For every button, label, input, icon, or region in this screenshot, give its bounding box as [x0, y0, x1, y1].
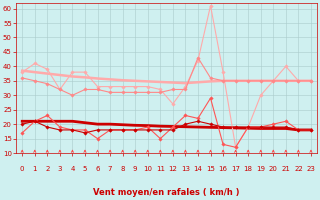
X-axis label: Vent moyen/en rafales ( km/h ): Vent moyen/en rafales ( km/h ) — [93, 188, 240, 197]
